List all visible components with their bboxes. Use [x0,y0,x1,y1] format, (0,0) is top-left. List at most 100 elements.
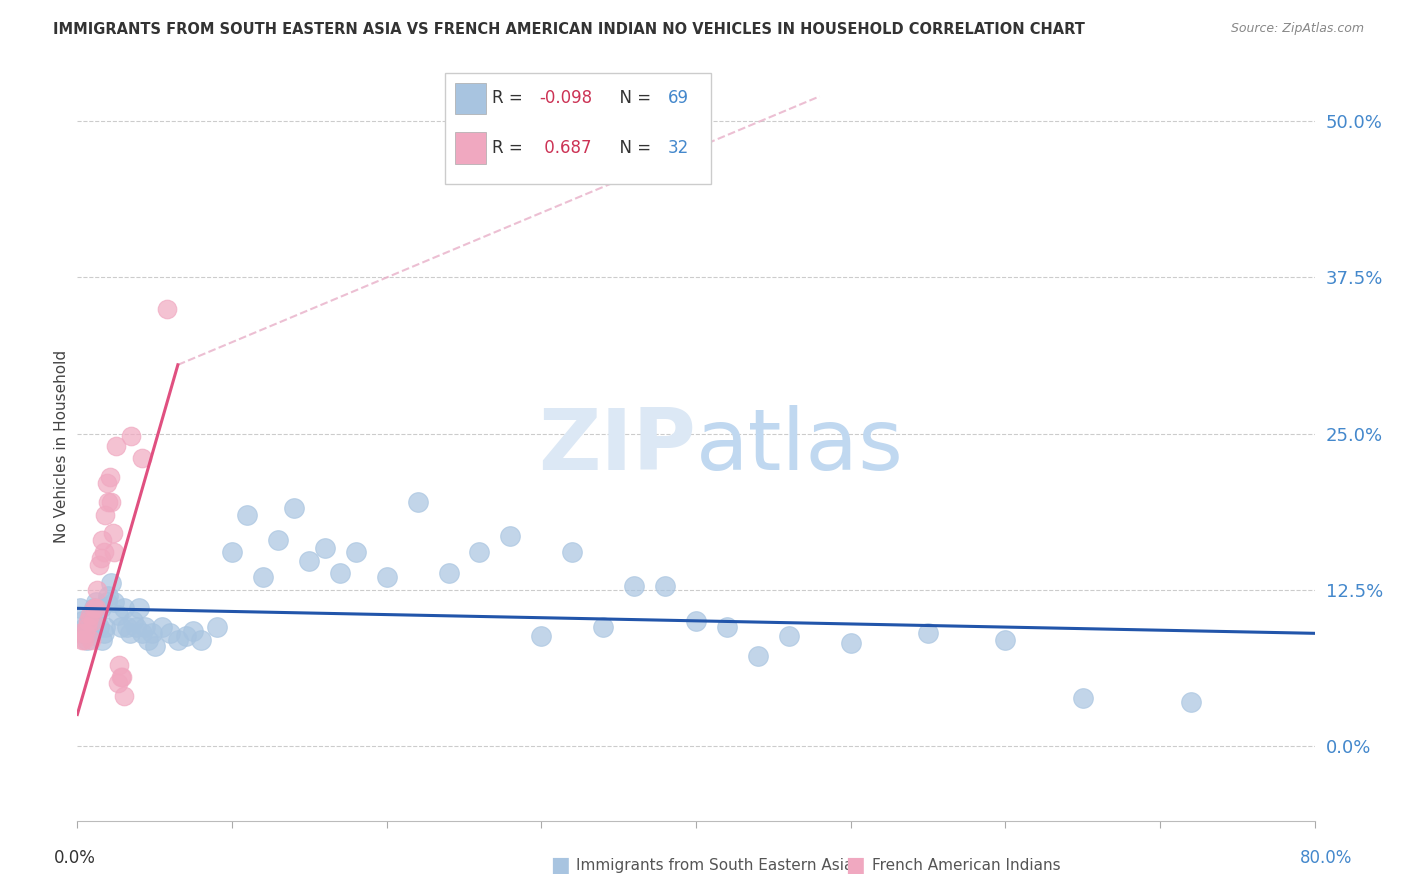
Point [375,570,398,584]
Point [112,601,135,615]
Text: Immigrants from South Eastern Asia: Immigrants from South Eastern Asia [576,858,853,872]
Point [131,626,153,640]
Point [115,620,138,634]
Point [122,614,145,628]
Point [917,626,939,640]
Point [96,476,118,491]
Point [716,620,738,634]
Text: atlas: atlas [696,404,904,488]
Point [72,632,94,647]
Text: ZIP: ZIP [538,404,696,488]
Y-axis label: No Vehicles in Household: No Vehicles in Household [53,350,69,542]
Point [87,620,110,634]
Point [107,607,129,622]
Point [329,566,352,581]
Point [100,576,122,591]
Point [118,626,141,640]
Text: ■: ■ [550,855,569,875]
Point [82,614,104,628]
Point [125,620,148,634]
FancyBboxPatch shape [454,132,485,163]
Point [91,632,114,647]
Point [72,626,94,640]
Point [344,545,367,559]
Text: N =: N = [609,139,657,157]
Point [93,626,115,640]
Text: French American Indians: French American Indians [872,858,1060,872]
Point [77,614,100,628]
Point [685,614,707,628]
Point [1071,691,1094,706]
Text: 80.0%: 80.0% [1301,849,1353,867]
Text: Source: ZipAtlas.com: Source: ZipAtlas.com [1230,22,1364,36]
Point [1180,695,1202,709]
Point [156,301,179,316]
Point [437,566,460,581]
Point [283,501,305,516]
Point [468,545,491,559]
Text: 32: 32 [668,139,689,157]
Point [236,508,259,522]
Point [77,626,100,640]
Point [128,601,150,615]
Point [101,526,124,541]
Point [100,495,122,509]
Point [86,607,108,622]
Point [134,620,156,634]
Point [205,620,228,634]
Point [70,614,93,628]
Point [561,545,583,559]
Point [103,545,125,559]
Point [778,629,800,643]
Point [152,620,174,634]
FancyBboxPatch shape [454,83,485,114]
Point [131,451,153,466]
Text: R =: R = [492,139,527,157]
Point [87,558,110,572]
Point [79,607,101,622]
Point [167,632,190,647]
Point [159,626,181,640]
Point [747,648,769,663]
Point [298,554,321,568]
Point [83,601,105,615]
Text: ■: ■ [845,855,865,875]
Point [112,689,135,703]
Point [91,533,114,547]
Point [141,626,163,640]
Point [90,551,111,566]
Point [69,601,91,615]
Point [654,579,676,593]
Text: 0.687: 0.687 [538,139,592,157]
Point [84,595,107,609]
Point [623,579,645,593]
Point [121,429,143,443]
Text: N =: N = [609,89,657,107]
Point [76,632,98,647]
Point [80,607,103,622]
Point [86,582,108,597]
Point [138,632,160,647]
Point [267,533,290,547]
Point [82,620,104,634]
Point [221,545,243,559]
Point [111,670,134,684]
Point [75,620,96,634]
Point [76,620,98,634]
Point [97,495,120,509]
FancyBboxPatch shape [444,73,711,184]
Point [406,495,429,509]
Point [79,614,101,628]
Point [80,632,103,647]
Point [69,626,91,640]
Point [83,601,105,615]
Point [70,632,93,647]
Text: IMMIGRANTS FROM SOUTH EASTERN ASIA VS FRENCH AMERICAN INDIAN NO VEHICLES IN HOUS: IMMIGRANTS FROM SOUTH EASTERN ASIA VS FR… [53,22,1085,37]
Point [98,470,121,484]
Point [174,629,197,643]
Point [110,620,132,634]
Text: -0.098: -0.098 [538,89,592,107]
Point [499,529,522,543]
Point [84,601,107,615]
Point [108,657,131,672]
